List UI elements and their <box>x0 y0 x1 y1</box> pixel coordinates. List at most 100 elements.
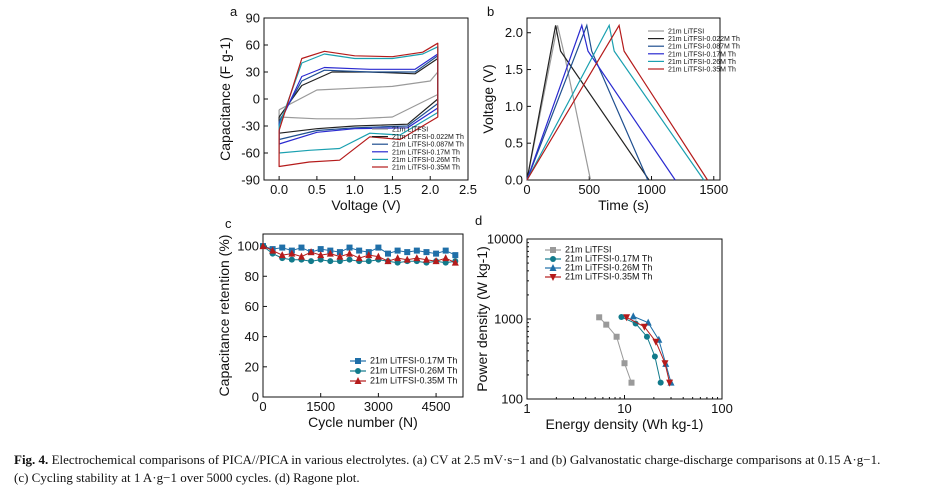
retention-point <box>374 252 382 260</box>
retention-point <box>298 244 305 251</box>
plot-frame <box>526 17 721 181</box>
retention-point <box>355 254 363 262</box>
retention-point <box>307 248 315 256</box>
x-tick-label: 0.0 <box>270 182 288 197</box>
legend-label: 21m LiTFSI-0.17M Th <box>565 254 652 264</box>
legend-label: 21m LiTFSI-0.17M Th <box>370 356 457 366</box>
x-tick-label: 0 <box>259 399 266 414</box>
x-tick-label: 1000 <box>637 182 666 197</box>
retention-point <box>452 252 459 259</box>
retention-point <box>451 258 459 266</box>
y-tick-label: 1.0 <box>505 99 523 114</box>
retention-point <box>385 250 391 257</box>
retention-point <box>297 252 305 260</box>
caption-text-1: Electrochemical comparisons of PICA//PIC… <box>51 452 881 467</box>
ragone-point <box>661 360 669 368</box>
ragone-point <box>652 338 660 346</box>
retention-point <box>326 249 334 257</box>
ragone-point <box>643 333 650 340</box>
y-tick-label: 0.5 <box>505 136 523 151</box>
legend-label: 21m LiTFSI-0.17M Th <box>668 51 736 58</box>
retention-point <box>442 254 450 262</box>
legend-marker <box>550 247 556 253</box>
retention-point <box>442 247 449 254</box>
y-tick-label: -30 <box>241 119 260 134</box>
legend-marker <box>549 264 557 271</box>
y-tick-label: 100 <box>237 239 259 254</box>
panel-d-ragone-chart: 1 10 100 100 1000 10000 Energy density (Wh kg-… <box>474 213 733 432</box>
y-axis-label: Voltage (V) <box>480 64 496 133</box>
legend-label: 21m LiTFSI-0.087M Th <box>668 44 740 51</box>
x-tick-label: 4500 <box>422 399 451 414</box>
x-axis-label: Cycle number (N) <box>308 414 418 430</box>
ragone-point <box>613 333 620 340</box>
retention-point <box>394 254 402 262</box>
retention-point <box>259 242 267 250</box>
legend-marker <box>550 256 556 262</box>
y-tick-label: 0.0 <box>505 173 523 188</box>
gcd-curve <box>526 25 650 181</box>
figure-caption: Fig. 4. Electrochemical comparisons of P… <box>14 451 939 487</box>
retention-point <box>433 250 440 257</box>
y-tick-label: 10000 <box>487 232 523 247</box>
x-tick-label: 0.5 <box>308 182 326 197</box>
x-tick-label: 500 <box>578 182 600 197</box>
ragone-point <box>628 379 635 386</box>
x-tick-label: 100 <box>711 401 733 416</box>
panel-c-cycling-chart: 0 1500 3000 4500 0 20 40 60 80 100 Cycle number (N… <box>216 216 464 430</box>
legend-label: 21m LiTFSI-0.35M Th <box>392 165 460 172</box>
panel-letter: a <box>230 4 238 19</box>
y-tick-label: -60 <box>241 146 260 161</box>
retention-point <box>308 258 315 265</box>
y-tick-label: 0 <box>253 92 260 107</box>
legend-label: 21m LiTFSI-0.35M Th <box>370 376 457 386</box>
legend-label: 21m LiTFSI-0.17M Th <box>392 149 460 156</box>
retention-point <box>327 258 334 265</box>
legend-label: 21m LiTFSI-0.022M Th <box>392 134 464 141</box>
x-tick-label: 10 <box>617 401 631 416</box>
ragone-point <box>666 379 674 387</box>
retention-point <box>336 252 344 260</box>
retention-point <box>413 254 421 262</box>
x-tick-label: 1500 <box>699 182 728 197</box>
caption-line-1: Fig. 4. Electrochemical comparisons of P… <box>14 451 939 469</box>
ragone-point <box>618 313 625 320</box>
retention-point <box>404 249 411 256</box>
panel-letter: b <box>487 4 494 19</box>
legend-label: 21m LiTFSI-0.35M Th <box>565 272 652 282</box>
y-tick-label: 90 <box>246 11 260 26</box>
ragone-point <box>657 379 664 386</box>
y-tick-label: 2.0 <box>505 25 523 40</box>
x-axis-label: Voltage (V) <box>331 197 400 213</box>
x-tick-label: 2.0 <box>421 182 439 197</box>
y-axis-label: Capacitance retention (%) <box>216 235 232 397</box>
retention-point <box>336 258 343 265</box>
y-tick-label: 60 <box>246 38 260 53</box>
ragone-point <box>632 320 639 327</box>
ragone-point <box>629 312 637 320</box>
ragone-point <box>596 314 603 321</box>
x-tick-label: 1.0 <box>346 182 364 197</box>
panel-letter: c <box>225 216 232 231</box>
ragone-line <box>621 316 662 383</box>
panel-b-gcd-chart: 0 500 1000 1500 0.0 0.5 1.0 1.5 2.0 Time (s) Volta… <box>480 4 740 213</box>
ragone-point <box>603 321 610 328</box>
legend-label: 21m LiTFSI-0.26M Th <box>392 157 460 164</box>
x-tick-label: 2.5 <box>459 182 477 197</box>
y-axis-label: Power density (W kg-1) <box>474 246 490 391</box>
retention-point <box>288 256 295 263</box>
retention-point <box>413 247 420 254</box>
ragone-point <box>651 353 658 360</box>
retention-point <box>375 244 382 251</box>
retention-point <box>278 251 286 259</box>
legend-label: 21m LiTFSI-0.35M Th <box>668 67 736 74</box>
y-tick-label: 1000 <box>494 312 523 327</box>
x-axis-label: Time (s) <box>598 197 649 213</box>
legend-label: 21m LiTFSI-0.26M Th <box>370 366 457 376</box>
retention-point <box>317 246 324 253</box>
retention-point <box>394 247 401 254</box>
gcd-curve <box>526 23 649 181</box>
retention-point <box>346 244 353 251</box>
x-tick-label: 1.5 <box>383 182 401 197</box>
y-tick-label: 100 <box>501 392 523 407</box>
